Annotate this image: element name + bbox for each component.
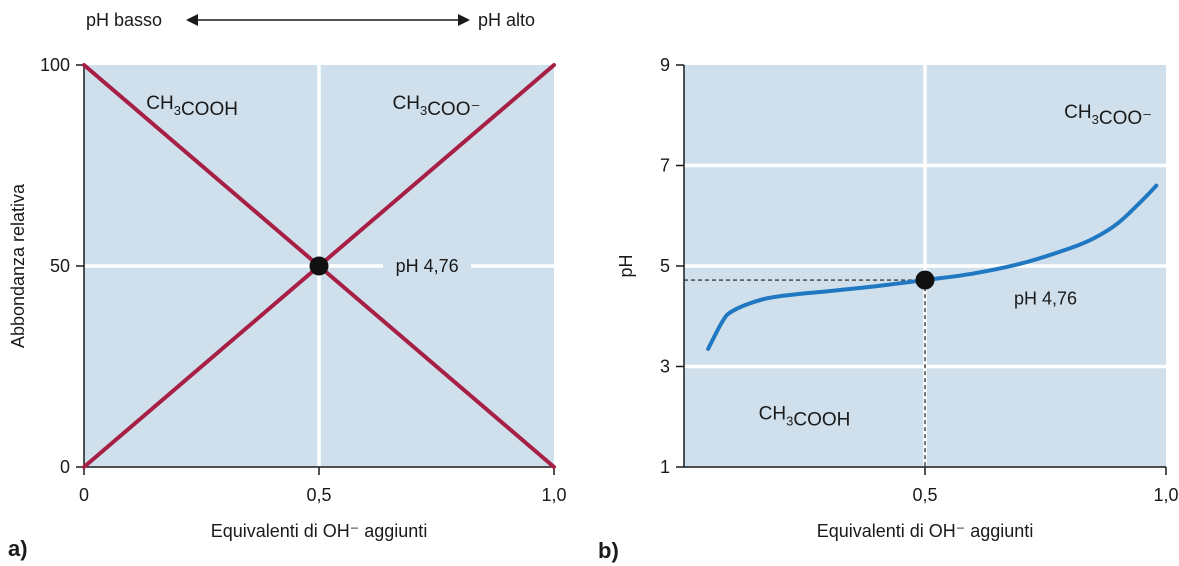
arrow-head-left — [186, 14, 198, 26]
x-tick-label: 0,5 — [912, 485, 937, 505]
y-tick-label: 1 — [660, 457, 670, 477]
y-axis-title: Abbondanza relativa — [8, 183, 28, 348]
half-equivalence-point — [915, 270, 935, 290]
x-axis-title: Equivalenti di OH⁻ aggiunti — [817, 521, 1034, 541]
ph-low-label: pH basso — [86, 10, 162, 30]
panel-label: a) — [8, 536, 28, 561]
y-tick-label: 3 — [660, 357, 670, 377]
point-label: pH 4,76 — [396, 256, 459, 276]
point-label: pH 4,76 — [1014, 289, 1077, 309]
species-label-1: CH3COOH — [759, 403, 851, 430]
point-label-backdrop — [383, 253, 472, 279]
series-label-1-part: COO⁻ — [427, 99, 480, 120]
species-label-0-part: CH — [1064, 102, 1091, 123]
species-label-1-sub: 3 — [786, 413, 793, 428]
y-axis-title: pH — [616, 254, 636, 277]
ph-high-label: pH alto — [478, 10, 535, 30]
species-label-0-sub: 3 — [1092, 112, 1099, 127]
x-tick-label: 1,0 — [541, 485, 566, 505]
species-label-0-part: COO⁻ — [1099, 108, 1152, 129]
x-axis-title: Equivalenti di OH⁻ aggiunti — [211, 521, 428, 541]
x-tick-label: 0,5 — [306, 485, 331, 505]
half-equivalence-point — [309, 256, 329, 276]
chart-panel-b: 1 3 5 7 9 0,5 1,0 Equivalenti di OH⁻ aggiunti pH… — [598, 55, 1179, 563]
y-tick-label: 50 — [50, 256, 70, 276]
chart-panel-a: 0 50 100 0 0,5 1,0 Equivalenti di OH⁻ aggiunti… — [8, 55, 567, 561]
species-label-0: CH3COO⁻ — [1064, 102, 1152, 129]
species-label-1-part: CH — [759, 403, 786, 424]
panel-label: b) — [598, 538, 619, 563]
series-label-0-sub: 3 — [174, 103, 181, 118]
y-tick-label: 7 — [660, 156, 670, 176]
series-label-0-part: CH — [146, 93, 173, 114]
series-label-1-part: CH — [393, 93, 420, 114]
arrow-head-right — [458, 14, 470, 26]
species-label-1-part: COOH — [793, 409, 850, 430]
y-tick-label: 0 — [60, 457, 70, 477]
series-label-0: CH3COOH — [146, 93, 238, 120]
x-tick-label: 0 — [79, 485, 89, 505]
series-label-1-sub: 3 — [420, 103, 427, 118]
ph-direction-arrow: pH basso pH alto — [86, 10, 535, 30]
y-tick-label: 9 — [660, 55, 670, 75]
x-tick-label: 1,0 — [1153, 485, 1178, 505]
series-label-1: CH3COO⁻ — [393, 93, 481, 120]
y-tick-label: 100 — [40, 55, 70, 75]
y-tick-label: 5 — [660, 256, 670, 276]
series-label-0-part: COOH — [181, 99, 238, 120]
